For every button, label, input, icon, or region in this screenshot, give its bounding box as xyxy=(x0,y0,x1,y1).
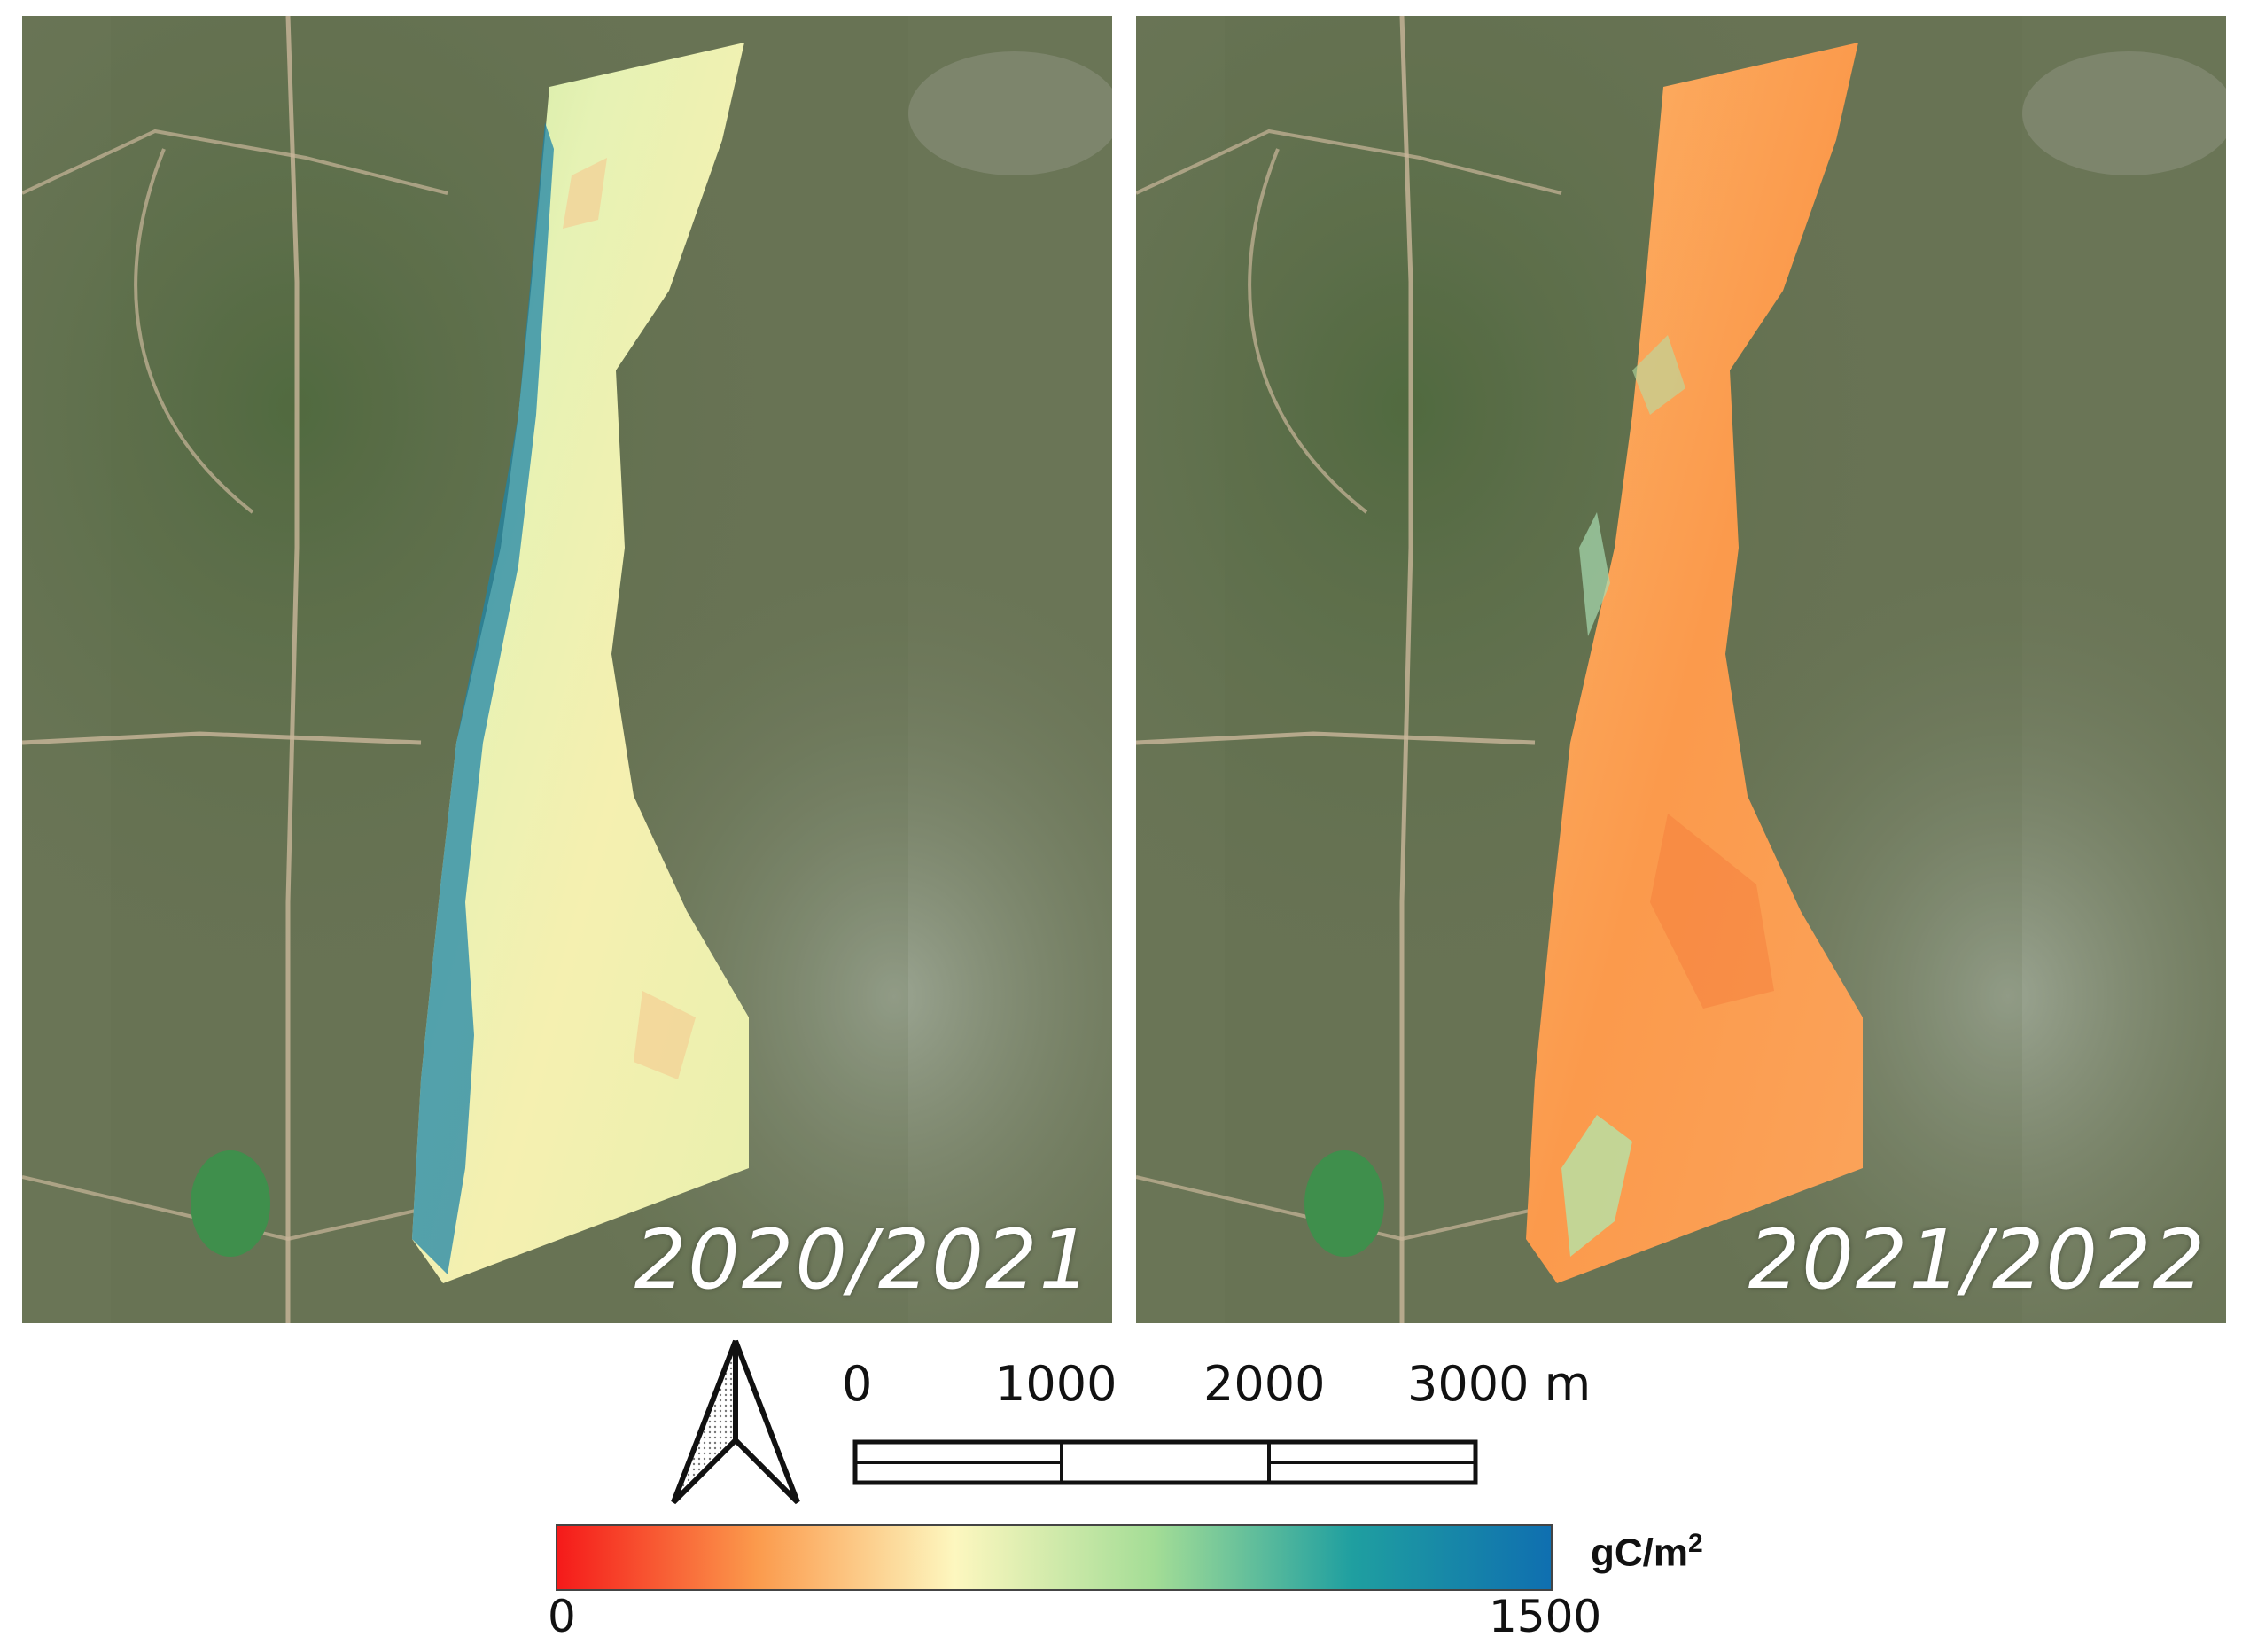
scale-bar-graphic xyxy=(852,1439,1478,1485)
year-label: 2021/2022 xyxy=(1748,1212,2207,1307)
north-arrow-icon xyxy=(671,1339,800,1505)
satellite-basemap xyxy=(22,16,1112,1323)
gpp-strip-left xyxy=(412,43,749,1283)
scale-tick-label: 1000 xyxy=(995,1356,1117,1412)
gpp-strip-right xyxy=(1526,43,1863,1283)
color-scale-bar xyxy=(556,1524,1553,1591)
scale-bar: 0 1000 2000 3000 m xyxy=(833,1356,1613,1498)
satellite-basemap xyxy=(1136,16,2226,1323)
map-panel-left: 2020/2021 xyxy=(22,16,1112,1323)
map-panel-right: 2021/2022 xyxy=(1136,16,2226,1323)
colorbar-max-label: 1500 xyxy=(1489,1591,1602,1642)
colorbar-unit-label: gC/m2 xyxy=(1591,1529,1703,1575)
scale-tick-label: 0 xyxy=(842,1356,873,1412)
scale-tick-label: 3000 m xyxy=(1407,1356,1592,1412)
year-label: 2020/2021 xyxy=(634,1212,1093,1307)
scale-tick-label: 2000 xyxy=(1203,1356,1326,1412)
colorbar-min-label: 0 xyxy=(548,1591,576,1642)
